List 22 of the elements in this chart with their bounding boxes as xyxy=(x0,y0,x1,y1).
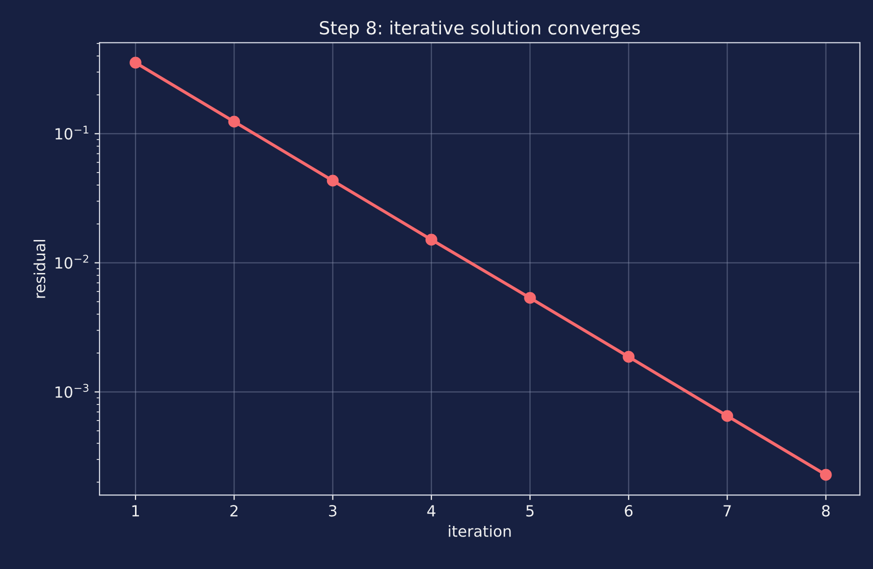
y-tick-label: 10$^{−2}$ xyxy=(56,254,88,269)
x-tick-label: 3 xyxy=(329,505,336,517)
point xyxy=(820,468,832,481)
x-tick-label: 1 xyxy=(132,505,139,516)
y-tick-label: 10$^{−1}$ xyxy=(56,126,88,140)
x-tick-label: 6 xyxy=(624,505,633,517)
y-tick-label: 10$^{−3}$ xyxy=(56,384,88,398)
x-axis-title: iteration xyxy=(448,525,511,537)
point xyxy=(622,350,635,363)
y-axis-title: residual xyxy=(34,240,46,298)
point xyxy=(326,174,339,187)
x-tick-label: 5 xyxy=(526,505,534,517)
x-tick-label: 4 xyxy=(427,505,436,516)
x-tick-label: 2 xyxy=(230,505,238,516)
point xyxy=(524,292,536,304)
x-tick-label: 8 xyxy=(822,505,830,517)
point xyxy=(228,116,240,128)
point xyxy=(130,56,142,69)
chart-title: Step 8: iterative solution converges xyxy=(320,20,640,38)
x-tick-label: 7 xyxy=(724,505,731,516)
point xyxy=(721,410,734,422)
point xyxy=(425,234,438,246)
